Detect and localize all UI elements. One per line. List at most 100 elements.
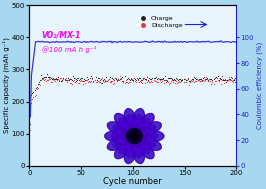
Point (179, 80, 184, 83)
Point (35, 83, 40, 86)
Point (178, 81, 182, 84)
Point (172, 77, 176, 81)
Point (39, 74, 43, 77)
Point (194, 78, 198, 81)
Ellipse shape (138, 113, 154, 131)
Point (68, 82, 72, 85)
Point (104, 79, 108, 82)
Point (38, 83, 42, 86)
Point (87, 80, 92, 83)
Ellipse shape (133, 115, 142, 131)
Point (50, 81, 54, 84)
Ellipse shape (128, 138, 136, 152)
Ellipse shape (137, 132, 152, 140)
Circle shape (126, 129, 142, 144)
Point (35, 86, 39, 89)
Point (92, 78, 97, 81)
Point (171, 79, 175, 82)
Point (100, 76, 104, 79)
Point (162, 79, 166, 82)
Point (211, 77, 216, 81)
Point (78, 79, 82, 82)
Point (205, 77, 209, 80)
Point (220, 79, 224, 82)
Point (232, 79, 236, 82)
Point (138, 77, 142, 80)
Ellipse shape (136, 127, 146, 135)
Point (71, 80, 75, 83)
Point (32, 88, 37, 91)
Point (35, 88, 39, 91)
Point (225, 80, 229, 83)
Point (186, 79, 191, 82)
Ellipse shape (119, 139, 132, 154)
Point (192, 80, 196, 83)
Point (80, 79, 84, 82)
Point (49, 80, 53, 83)
Ellipse shape (139, 125, 156, 136)
Point (43, 75, 47, 78)
Ellipse shape (137, 118, 150, 133)
Point (105, 80, 109, 83)
Point (144, 78, 148, 81)
Point (234, 79, 238, 82)
Point (54, 77, 58, 80)
Point (91, 81, 95, 84)
Point (191, 77, 195, 80)
Point (128, 78, 132, 81)
Point (102, 80, 106, 83)
Point (224, 80, 228, 83)
Point (218, 76, 222, 79)
Point (47, 76, 51, 79)
Point (61, 76, 66, 79)
Ellipse shape (136, 136, 150, 145)
Point (143, 81, 147, 84)
Point (112, 82, 116, 85)
Ellipse shape (135, 137, 146, 149)
Ellipse shape (132, 138, 141, 152)
Point (152, 79, 157, 82)
Point (209, 77, 214, 81)
Point (162, 82, 166, 85)
Point (199, 77, 203, 80)
Point (99, 78, 103, 81)
Point (103, 79, 107, 82)
Point (144, 77, 148, 80)
Point (176, 80, 180, 83)
Point (229, 79, 233, 82)
Ellipse shape (127, 123, 134, 133)
Point (214, 76, 219, 79)
Point (225, 78, 229, 81)
Point (110, 80, 114, 83)
Point (30, 97, 35, 100)
Point (41, 78, 45, 81)
Point (186, 83, 191, 86)
Point (63, 78, 67, 81)
Point (103, 79, 107, 82)
Point (214, 77, 219, 80)
Point (31, 91, 36, 94)
Point (123, 79, 128, 82)
Point (131, 78, 135, 81)
Ellipse shape (138, 135, 152, 143)
Point (199, 80, 203, 83)
Point (188, 79, 192, 82)
Point (150, 76, 155, 79)
Point (132, 77, 136, 80)
Point (181, 77, 186, 80)
Y-axis label: Coulombic efficiency (%): Coulombic efficiency (%) (257, 42, 263, 129)
Point (208, 80, 213, 83)
Point (169, 77, 173, 80)
Point (95, 79, 100, 82)
Point (63, 77, 67, 81)
Point (115, 80, 119, 83)
Point (203, 79, 207, 82)
Point (130, 78, 134, 81)
Point (45, 73, 49, 76)
Point (66, 77, 71, 81)
Point (148, 78, 152, 81)
Point (148, 81, 152, 84)
Point (147, 80, 152, 83)
Ellipse shape (133, 141, 142, 158)
Ellipse shape (115, 113, 131, 131)
